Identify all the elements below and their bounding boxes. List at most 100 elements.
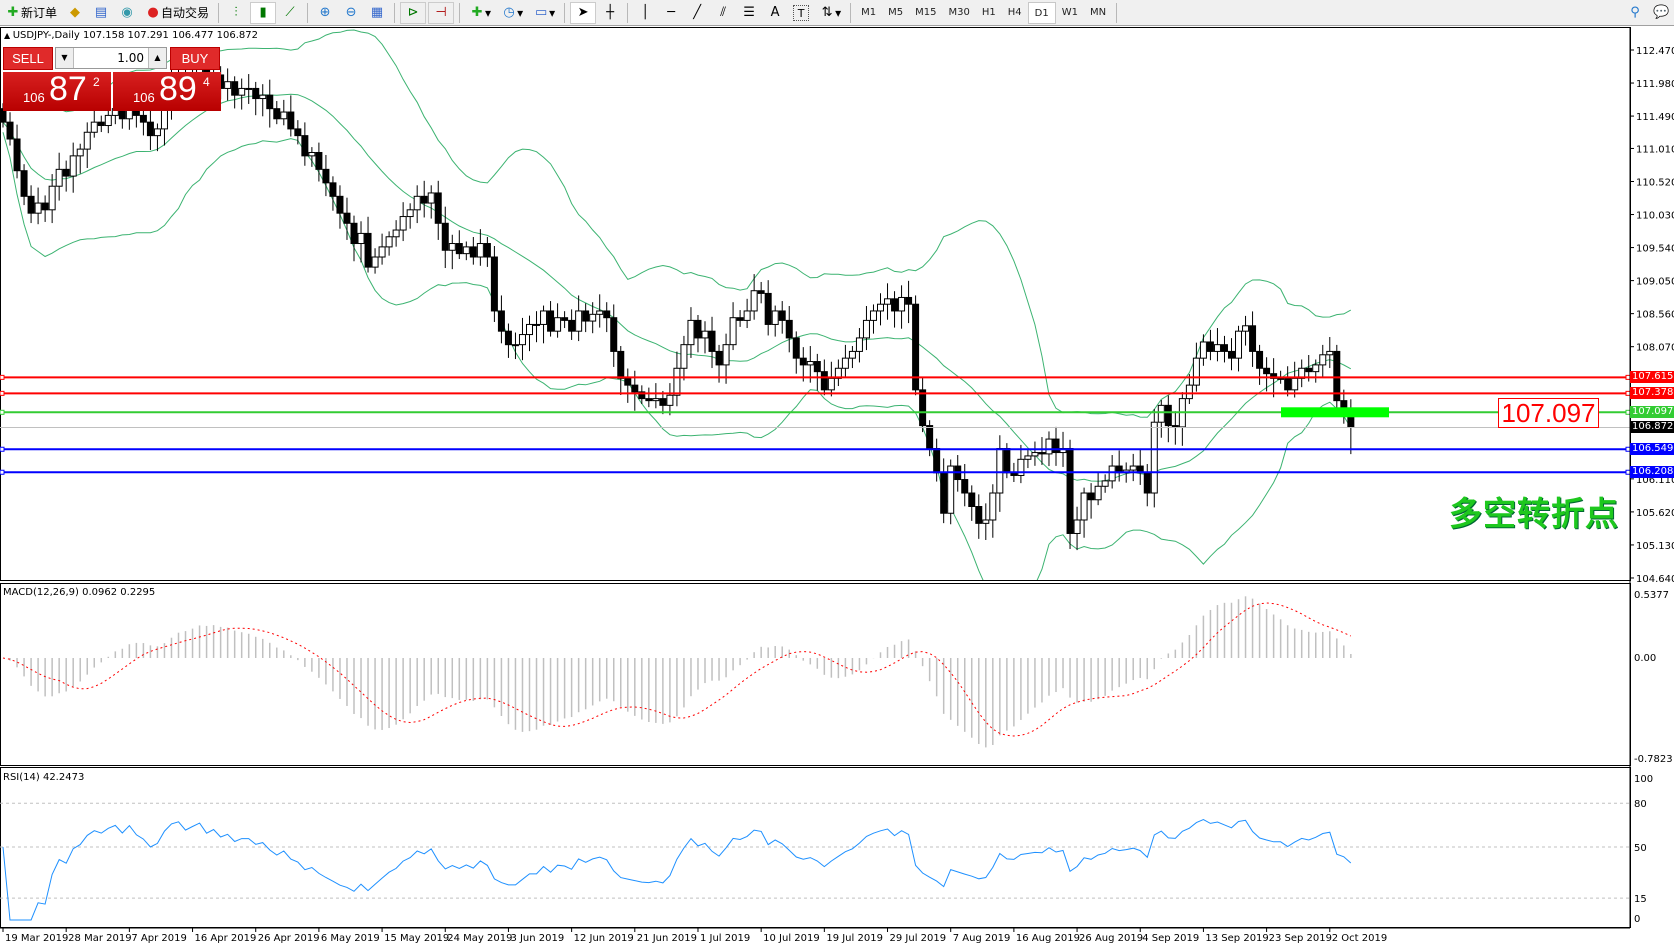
trendline-button[interactable]: ╱ <box>685 2 709 24</box>
templates-button[interactable]: ▭ ▾ <box>534 4 556 20</box>
timeframe-h1[interactable]: H1 <box>981 6 996 18</box>
timeframe-h4[interactable]: H4 <box>1007 6 1022 18</box>
lot-size-stepper[interactable]: ▼ 1.00 ▲ <box>55 47 167 69</box>
candle-body <box>90 121 98 133</box>
candle-body <box>617 350 625 379</box>
candle-body <box>1249 325 1257 352</box>
candle-body <box>722 344 730 366</box>
candle-body <box>97 121 105 127</box>
candle-body <box>1150 421 1158 494</box>
candle-body <box>259 94 267 100</box>
timeframe-m1[interactable]: M1 <box>861 6 877 18</box>
timeframe-mn[interactable]: MN <box>1089 6 1107 18</box>
crosshair-button[interactable]: ┼ <box>598 2 622 24</box>
hline-price-tag: 106.549 <box>1630 443 1674 456</box>
reversal-zone-marker <box>1281 407 1389 418</box>
sell-button[interactable]: SELL <box>3 47 53 70</box>
navigator-icon: ▤ <box>94 4 108 20</box>
price-plot <box>0 29 1355 580</box>
price-axis-label: 110.030 <box>1636 211 1674 222</box>
candle-body <box>848 350 856 359</box>
new-order-button[interactable]: ✚ 新订单 <box>1 2 61 24</box>
lot-increase-icon[interactable]: ▲ <box>148 48 166 68</box>
market-watch-button[interactable]: ◆ <box>63 2 87 24</box>
buy-button[interactable]: BUY <box>170 47 220 70</box>
fibonacci-button[interactable]: ☰ <box>737 2 761 24</box>
candle-body <box>813 361 821 373</box>
search-button[interactable]: ⚲ <box>1623 2 1647 24</box>
fibonacci-icon: ☰ <box>743 4 755 20</box>
periods-icon: ◷ <box>503 4 515 20</box>
timeframe-d1[interactable]: D1 <box>1027 1 1056 24</box>
candle-body <box>518 334 526 346</box>
candle-body <box>280 111 288 120</box>
candle-body <box>792 337 800 359</box>
lot-size-input[interactable]: 1.00 <box>117 51 144 65</box>
periods-button[interactable]: ◷ ▾ <box>497 2 527 24</box>
candlestick-button[interactable]: ▮ <box>250 1 277 24</box>
tile-windows-icon: ▦ <box>370 4 384 20</box>
candle-body <box>62 168 70 177</box>
candle-body <box>884 298 892 305</box>
text-label-button[interactable]: T <box>789 2 813 24</box>
candle-body <box>659 398 667 406</box>
candle-body <box>371 256 379 268</box>
main-chart-frame <box>0 27 1631 581</box>
hline-price-tag: 107.097 <box>1630 406 1674 419</box>
bb-middle-line <box>2 93 1352 482</box>
tile-windows-button[interactable]: ▦ <box>365 2 389 24</box>
timeframe-m30[interactable]: M30 <box>948 6 970 18</box>
templates-icon: ▭ <box>534 4 548 20</box>
cursor-button[interactable]: ➤ <box>570 1 597 24</box>
candle-body <box>701 330 709 339</box>
equidistant-channel-button[interactable]: ⫽ <box>711 2 735 24</box>
candle-body <box>582 310 590 322</box>
candle-body <box>497 310 505 332</box>
date-axis-label: 16 Aug 2019 <box>1016 933 1080 944</box>
timeframe-m5[interactable]: M5 <box>888 6 904 18</box>
candle-body <box>350 222 358 245</box>
text-label-icon: T <box>793 4 810 21</box>
candle-body <box>841 357 849 369</box>
bid-price-prefix: 106 <box>23 90 45 105</box>
autoscroll-button[interactable]: ⊳ <box>400 1 427 24</box>
chart-header: ▲ USDJPY-,Daily 107.158 107.291 106.477 … <box>4 30 258 41</box>
price-axis-label: 105.620 <box>1636 508 1674 519</box>
line-anchor <box>0 446 5 452</box>
bar-chart-button[interactable]: ⫶ <box>224 2 248 24</box>
candle-body <box>673 367 681 396</box>
price-annotation-label[interactable]: 107.097 <box>1498 398 1599 428</box>
lot-decrease-icon[interactable]: ▼ <box>56 48 74 68</box>
candle-body <box>55 168 63 187</box>
candle-body <box>224 81 232 89</box>
candle-body <box>399 216 407 231</box>
trendline-icon: ╱ <box>693 4 702 20</box>
timeframe-m15[interactable]: M15 <box>915 6 937 18</box>
bid-price-button[interactable]: 106 87 2 <box>3 70 111 111</box>
line-chart-button[interactable]: ⟋ <box>278 2 302 24</box>
candle-body <box>799 357 807 366</box>
zoom-in-button[interactable]: ⊕ <box>313 2 337 24</box>
zoom-out-button[interactable]: ⊖ <box>339 2 363 24</box>
candle-body <box>1242 325 1250 332</box>
candle-body <box>1171 425 1179 428</box>
search-icon: ⚲ <box>1630 4 1640 20</box>
ask-price-button[interactable]: 106 89 4 <box>113 70 221 111</box>
horizontal-line-button[interactable]: ─ <box>659 2 683 24</box>
vertical-line-button[interactable]: │ <box>633 2 657 24</box>
navigator-button[interactable]: ▤ <box>89 2 113 24</box>
candle-body <box>1031 452 1039 457</box>
reversal-point-annotation[interactable]: 多空转折点 <box>1449 494 1619 533</box>
candle-body <box>1277 377 1285 380</box>
signals-button[interactable]: ◉ <box>115 2 139 24</box>
auto-trading-button[interactable]: ● 自动交易 <box>141 2 213 24</box>
candle-body <box>526 323 533 336</box>
text-button[interactable]: A <box>763 2 787 24</box>
triangle-icon: ▲ <box>4 31 13 40</box>
timeframe-w1[interactable]: W1 <box>1061 6 1078 18</box>
chart-shift-button[interactable]: ⊣ <box>428 1 455 24</box>
arrows-button[interactable]: ⇅ ▾ <box>815 2 845 24</box>
indicators-button[interactable]: ✚ ▾ <box>465 2 495 24</box>
chat-button[interactable]: 💬 <box>1649 2 1673 24</box>
